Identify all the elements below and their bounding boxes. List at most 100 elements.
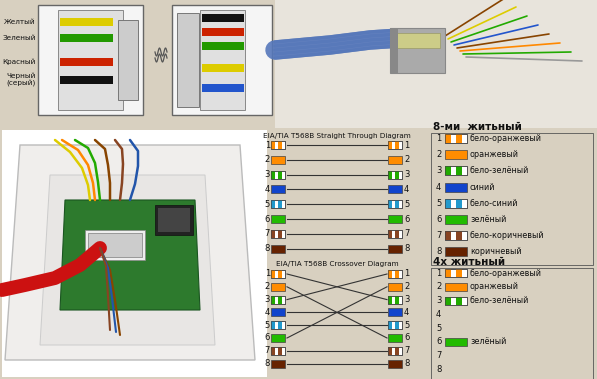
- Bar: [395, 200, 399, 208]
- Text: бело-коричневый: бело-коричневый: [470, 231, 544, 240]
- Bar: [395, 347, 399, 355]
- Text: бело-оранжевый: бело-оранжевый: [470, 134, 542, 143]
- Text: 3: 3: [404, 170, 410, 179]
- Text: EIA/TIA T568B Crossover Diagram: EIA/TIA T568B Crossover Diagram: [276, 261, 398, 267]
- Text: оранжевый: оранжевый: [470, 150, 519, 159]
- Text: 1: 1: [404, 269, 410, 279]
- Bar: [388, 321, 392, 329]
- Bar: [172, 5, 272, 115]
- Bar: [271, 270, 285, 278]
- Bar: [278, 141, 282, 149]
- Text: 7: 7: [436, 231, 441, 240]
- Bar: [395, 230, 399, 238]
- Bar: [278, 200, 282, 208]
- Text: 1: 1: [404, 141, 410, 149]
- Bar: [388, 270, 392, 278]
- Text: 8: 8: [436, 247, 441, 257]
- Bar: [388, 270, 402, 278]
- Bar: [395, 296, 399, 304]
- Text: 5: 5: [404, 321, 410, 330]
- Bar: [271, 230, 275, 238]
- Text: 4: 4: [264, 308, 270, 317]
- Bar: [271, 296, 275, 304]
- Text: Красный: Красный: [2, 59, 36, 65]
- Bar: [388, 200, 402, 208]
- Bar: [431, 133, 593, 265]
- Text: 6: 6: [436, 338, 441, 346]
- Bar: [445, 183, 467, 192]
- Bar: [388, 334, 402, 342]
- Bar: [271, 270, 285, 278]
- Text: синий: синий: [470, 183, 496, 192]
- Bar: [388, 347, 402, 355]
- Text: 2: 2: [264, 282, 270, 291]
- Bar: [390, 28, 398, 73]
- Bar: [388, 244, 402, 252]
- Text: 3: 3: [264, 295, 270, 304]
- Text: бело-синий: бело-синий: [470, 199, 519, 208]
- Bar: [271, 244, 285, 252]
- Bar: [395, 321, 399, 329]
- Bar: [445, 199, 467, 208]
- Bar: [388, 215, 402, 223]
- Bar: [388, 321, 402, 329]
- Bar: [388, 296, 402, 304]
- Bar: [271, 321, 285, 329]
- Polygon shape: [5, 145, 255, 360]
- Bar: [278, 321, 282, 329]
- Bar: [271, 200, 285, 208]
- Text: 7: 7: [264, 229, 270, 238]
- Bar: [388, 283, 402, 291]
- Bar: [155, 205, 193, 235]
- Text: EIA/TIA T568B Straight Through Diagram: EIA/TIA T568B Straight Through Diagram: [263, 133, 411, 139]
- Bar: [200, 10, 245, 110]
- Bar: [85, 230, 145, 260]
- Text: коричневый: коричневый: [470, 247, 522, 257]
- Bar: [395, 33, 440, 48]
- Bar: [388, 230, 402, 238]
- Bar: [456, 231, 461, 240]
- Bar: [271, 215, 285, 223]
- Text: 8: 8: [404, 359, 410, 368]
- Bar: [271, 321, 275, 329]
- Bar: [388, 230, 402, 238]
- Bar: [271, 200, 275, 208]
- Text: 6: 6: [404, 334, 410, 343]
- Bar: [271, 171, 285, 179]
- Bar: [60, 76, 113, 84]
- Text: 7: 7: [436, 351, 441, 360]
- Bar: [456, 297, 461, 305]
- Bar: [271, 347, 285, 355]
- Bar: [388, 156, 402, 164]
- Text: 5: 5: [436, 199, 441, 208]
- Bar: [278, 347, 282, 355]
- Text: 8: 8: [404, 244, 410, 253]
- Bar: [271, 296, 285, 304]
- Bar: [456, 166, 461, 175]
- Bar: [445, 199, 467, 208]
- Bar: [271, 321, 285, 329]
- Text: 8: 8: [264, 244, 270, 253]
- Text: 7: 7: [404, 229, 410, 238]
- Bar: [445, 150, 467, 159]
- Text: 1: 1: [436, 268, 441, 277]
- Text: 8: 8: [264, 359, 270, 368]
- Bar: [271, 309, 285, 316]
- Text: 1: 1: [436, 134, 441, 143]
- Text: 2: 2: [436, 150, 441, 159]
- Bar: [445, 231, 451, 240]
- Bar: [388, 171, 392, 179]
- Bar: [395, 270, 399, 278]
- Text: 2: 2: [404, 155, 410, 164]
- Text: 3: 3: [264, 170, 270, 179]
- Bar: [445, 247, 467, 257]
- Text: 5: 5: [264, 321, 270, 330]
- Bar: [388, 360, 402, 368]
- Text: 6: 6: [404, 215, 410, 224]
- Bar: [271, 230, 285, 238]
- Bar: [58, 10, 123, 110]
- Text: бело-зелёный: бело-зелёный: [470, 166, 530, 175]
- Bar: [388, 347, 392, 355]
- Bar: [271, 141, 285, 149]
- Text: 8-ми  житьный: 8-ми житьный: [433, 122, 522, 132]
